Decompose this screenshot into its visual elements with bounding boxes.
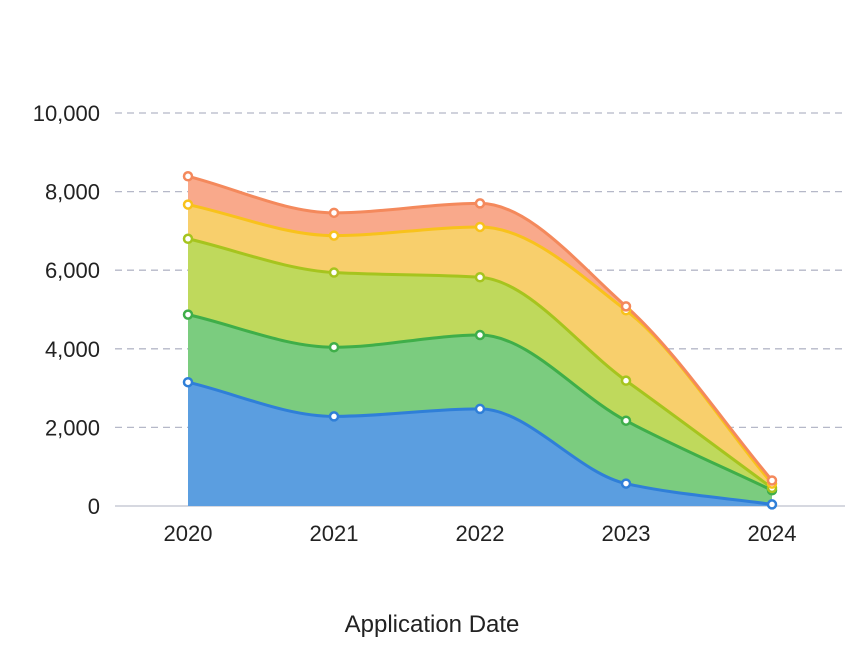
- x-tick-label: 2024: [748, 521, 797, 546]
- y-tick-label: 8,000: [45, 180, 100, 205]
- y-tick-label: 2,000: [45, 415, 100, 440]
- series-2-point[interactable]: [184, 311, 192, 319]
- series-2-point[interactable]: [476, 331, 484, 339]
- x-axis-ticks: 2020 2021 2022 2023 2024: [164, 521, 797, 546]
- series-5-point[interactable]: [330, 209, 338, 217]
- series-1-point[interactable]: [330, 412, 338, 420]
- x-axis-title: Application Date: [345, 611, 520, 638]
- series-2-point[interactable]: [622, 417, 630, 425]
- y-tick-label: 6,000: [45, 258, 100, 283]
- y-tick-label: 10,000: [33, 101, 100, 126]
- x-tick-label: 2023: [602, 521, 651, 546]
- x-tick-label: 2021: [310, 521, 359, 546]
- series-3-point[interactable]: [184, 235, 192, 243]
- series-4-point[interactable]: [184, 201, 192, 209]
- x-tick-label: 2022: [456, 521, 505, 546]
- x-tick-label: 2020: [164, 521, 213, 546]
- series-5-point[interactable]: [768, 476, 776, 484]
- y-axis-ticks: 0 2,000 4,000 6,000 8,000 10,000: [33, 101, 100, 519]
- series-4-point[interactable]: [476, 223, 484, 231]
- series-1-point[interactable]: [476, 405, 484, 413]
- series-5-point[interactable]: [622, 302, 630, 310]
- y-tick-label: 4,000: [45, 337, 100, 362]
- series-5-point[interactable]: [476, 199, 484, 207]
- series-3-point[interactable]: [330, 269, 338, 277]
- series-5-point[interactable]: [184, 172, 192, 180]
- series-4-point[interactable]: [330, 232, 338, 240]
- series-3-point[interactable]: [622, 377, 630, 385]
- y-tick-label: 0: [88, 494, 100, 519]
- series-1-point[interactable]: [184, 378, 192, 386]
- series-2-point[interactable]: [330, 343, 338, 351]
- series-1-point[interactable]: [768, 500, 776, 508]
- series-1-point[interactable]: [622, 480, 630, 488]
- series-3-point[interactable]: [476, 273, 484, 281]
